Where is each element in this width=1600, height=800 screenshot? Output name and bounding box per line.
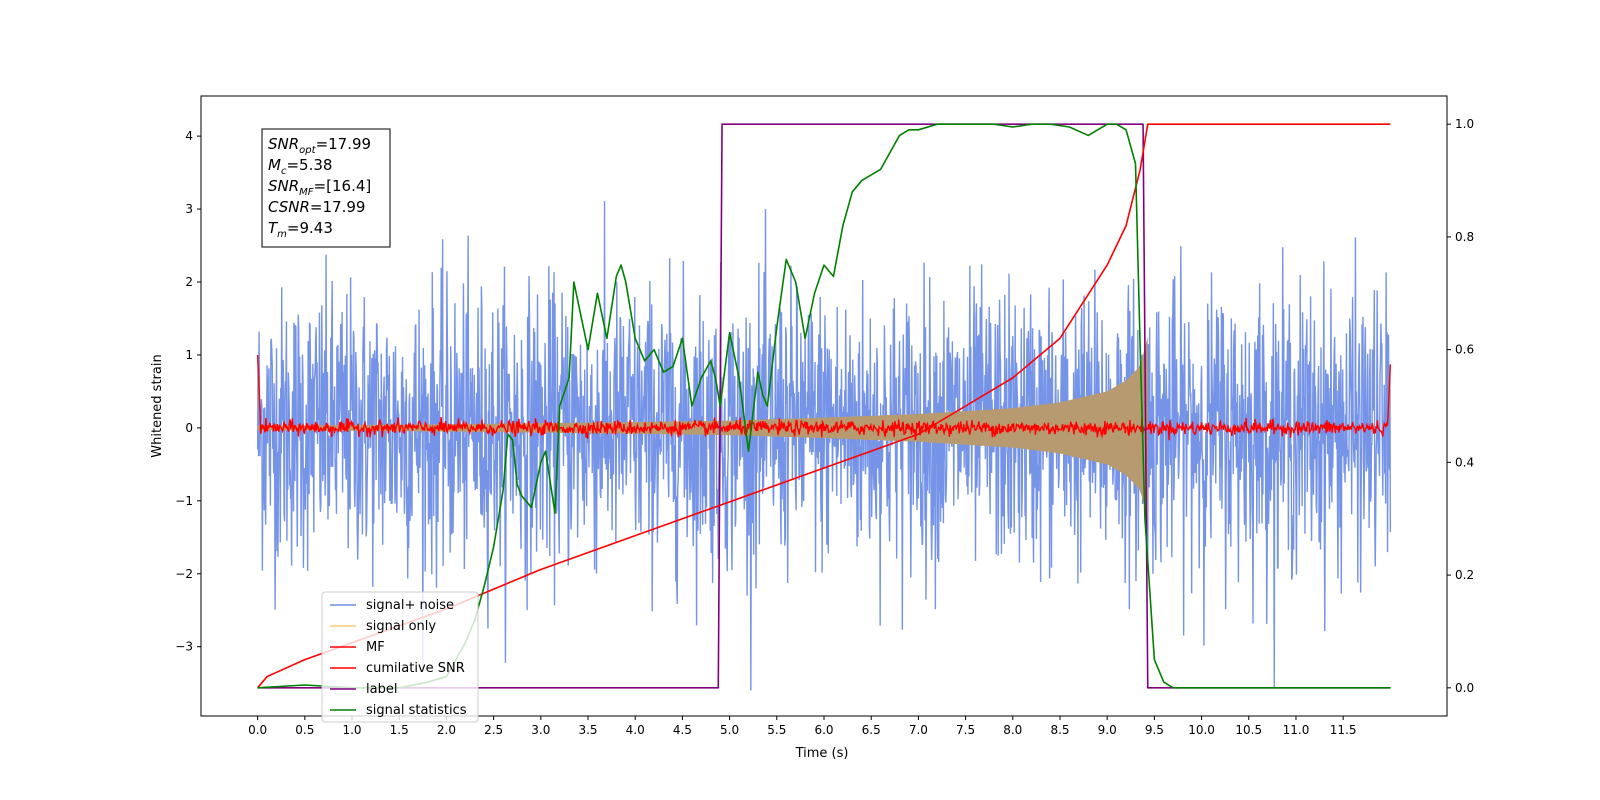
annotation-line: Mc=5.38 — [268, 156, 332, 177]
x-tick-label: 4.0 — [626, 723, 645, 737]
x-tick-label: 9.0 — [1098, 723, 1117, 737]
y-tick-label: −1 — [175, 494, 193, 508]
x-tick-label: 6.5 — [862, 723, 881, 737]
y2-tick-label: 1.0 — [1455, 117, 1474, 131]
y-tick-label: 1 — [185, 348, 193, 362]
x-tick-label: 10.5 — [1235, 723, 1262, 737]
y2-tick-label: 0.0 — [1455, 681, 1474, 695]
annotation-line: SNRopt=17.99 — [268, 135, 371, 156]
y-tick-label: −2 — [175, 567, 193, 581]
y2-tick-label: 0.2 — [1455, 568, 1474, 582]
x-tick-label: 7.0 — [909, 723, 928, 737]
y-tick-label: 4 — [185, 129, 193, 143]
x-tick-label: 6.0 — [814, 723, 833, 737]
series-mf — [256, 354, 1392, 441]
y2-tick-label: 0.8 — [1455, 230, 1474, 244]
series-signal-statistics — [257, 123, 1391, 689]
y-tick-label: 3 — [185, 202, 193, 216]
legend-frame — [321, 591, 479, 723]
y-axis-left: −3 −2 −1 0 1 2 3 4 — [175, 129, 201, 654]
x-tick-label: 11.0 — [1283, 723, 1310, 737]
y-tick-label: 2 — [185, 275, 193, 289]
x-axis-label: Time (s) — [795, 746, 849, 761]
legend-entry: label — [366, 682, 397, 697]
series-signal-only — [257, 336, 1148, 520]
x-tick-label: 0.5 — [295, 723, 314, 737]
x-tick-label: 0.0 — [248, 723, 267, 737]
y-axis-right: 0.0 0.2 0.4 0.6 0.8 1.0 — [1447, 117, 1474, 695]
y-tick-label: −3 — [175, 640, 193, 654]
legend-entry: cumilative SNR — [366, 661, 465, 676]
legend-entry: signal statistics — [366, 703, 467, 718]
x-tick-label: 8.5 — [1050, 723, 1069, 737]
x-tick-label: 11.5 — [1330, 723, 1357, 737]
x-tick-label: 2.0 — [437, 723, 456, 737]
x-tick-label: 9.5 — [1145, 723, 1164, 737]
legend: signal+ noise signal only MF cumilative SNR… — [321, 591, 479, 723]
annotation-box: SNRopt=17.99Mc=5.38SNRMF=[16.4]CSNR=17.9… — [261, 128, 391, 248]
x-tick-label: 5.5 — [767, 723, 786, 737]
x-tick-label: 3.5 — [578, 723, 597, 737]
x-tick-label: 5.0 — [720, 723, 739, 737]
legend-entry: signal+ noise — [366, 598, 454, 613]
x-tick-label: 4.5 — [673, 723, 692, 737]
x-tick-label: 1.5 — [390, 723, 409, 737]
y2-tick-label: 0.6 — [1455, 343, 1474, 357]
x-tick-label: 7.5 — [956, 723, 975, 737]
annotation-frame — [261, 128, 391, 248]
annotation-line: CSNR=17.99 — [268, 198, 365, 216]
legend-entry: signal only — [366, 619, 436, 634]
x-tick-label: 10.0 — [1188, 723, 1215, 737]
annotation-line: Tm=9.43 — [268, 219, 333, 240]
y2-tick-label: 0.4 — [1455, 455, 1474, 469]
y-tick-label: 0 — [185, 421, 193, 435]
x-tick-label: 8.0 — [1003, 723, 1022, 737]
x-tick-label: 2.5 — [484, 723, 503, 737]
annotation-line: SNRMF=[16.4] — [268, 177, 371, 198]
legend-entry: MF — [366, 640, 385, 655]
x-axis: 0.0 0.5 1.0 1.5 2.0 2.5 3.0 3.5 4.0 4.5 5.0 5.5 6.0 6… — [248, 716, 1357, 737]
y-axis-label: Whitened strain — [150, 354, 165, 457]
x-tick-label: 1.0 — [342, 723, 361, 737]
x-tick-label: 3.0 — [531, 723, 550, 737]
